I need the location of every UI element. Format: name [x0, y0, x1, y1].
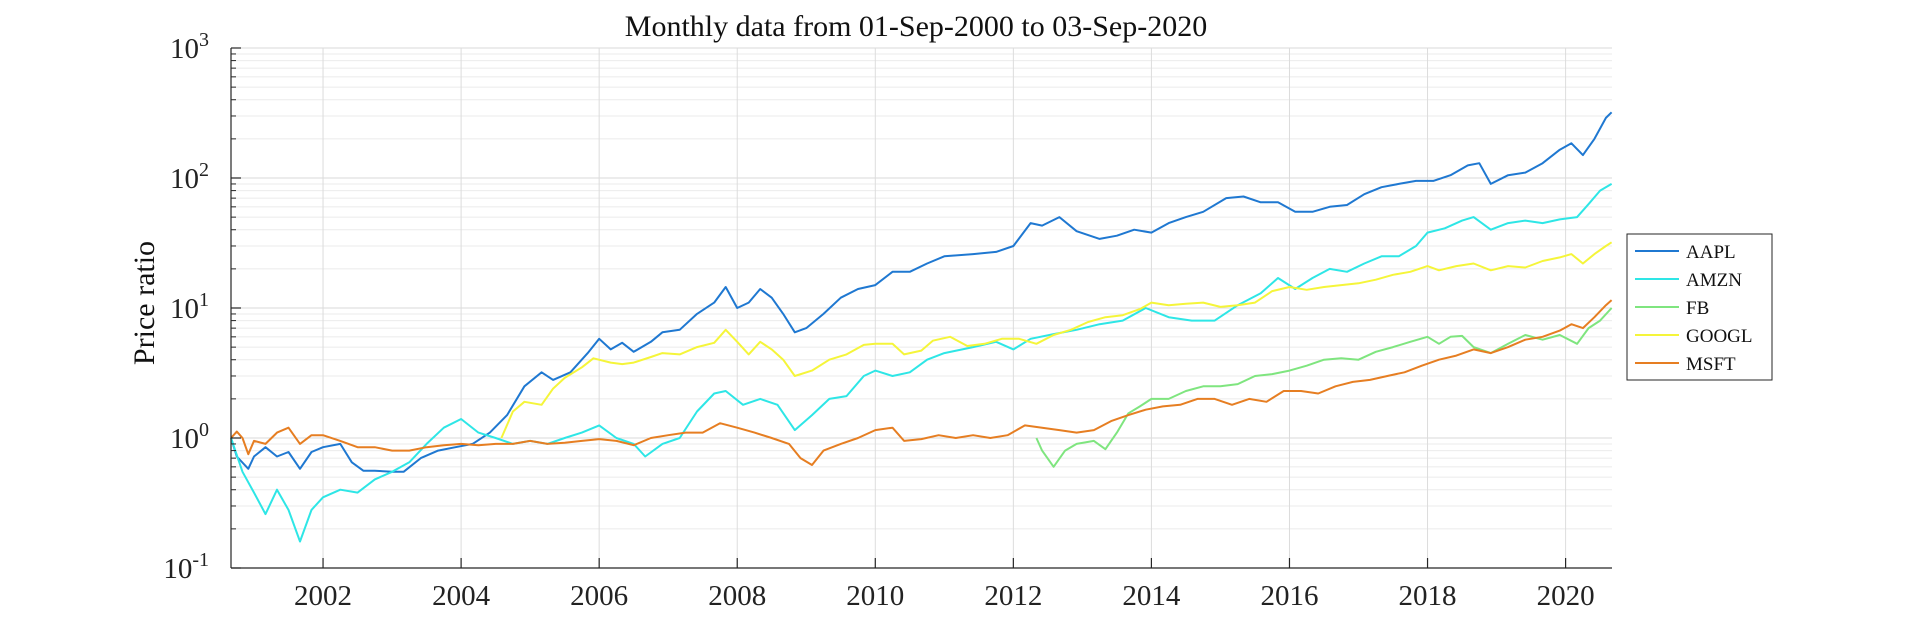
- plot-area: 10-1 100 101 102 103 2002 2004 2006 2008 2010 2012…: [163, 29, 1613, 612]
- y-tick-label: 103: [170, 29, 209, 65]
- y-tick-label: 100: [170, 419, 209, 455]
- legend: AAPL AMZN FB GOOGL MSFT: [1626, 233, 1773, 381]
- chart-title: Monthly data from 01-Sep-2000 to 03-Sep-…: [625, 10, 1207, 43]
- series-line-msft: [230, 299, 1613, 466]
- y-axis-label: Price ratio: [128, 241, 161, 365]
- x-tick-label: 2014: [1122, 580, 1181, 612]
- legend-label-fb: FB: [1686, 298, 1709, 319]
- series-line-amzn: [230, 183, 1613, 543]
- series-line-googl: [500, 241, 1613, 439]
- x-tick-label: 2016: [1260, 580, 1318, 612]
- y-tick-label: 101: [170, 289, 209, 325]
- legend-label-amzn: AMZN: [1686, 270, 1742, 291]
- x-tick-label: 2004: [432, 580, 491, 612]
- y-tick-label: 102: [170, 159, 209, 195]
- y-tick-label: 10-1: [163, 549, 209, 585]
- series-line-aapl: [230, 111, 1613, 473]
- x-tick-label: 2008: [708, 580, 766, 612]
- x-tick-label: 2006: [570, 580, 628, 612]
- x-tick-label: 2012: [984, 580, 1042, 612]
- x-tick-label: 2020: [1537, 580, 1595, 612]
- series-line-fb: [1035, 307, 1613, 468]
- legend-label-googl: GOOGL: [1686, 326, 1753, 347]
- legend-label-aapl: AAPL: [1686, 242, 1736, 263]
- x-tick-label: 2002: [294, 580, 352, 612]
- legend-label-msft: MSFT: [1686, 354, 1736, 375]
- x-tick-label: 2010: [846, 580, 904, 612]
- x-tick-label: 2018: [1399, 580, 1457, 612]
